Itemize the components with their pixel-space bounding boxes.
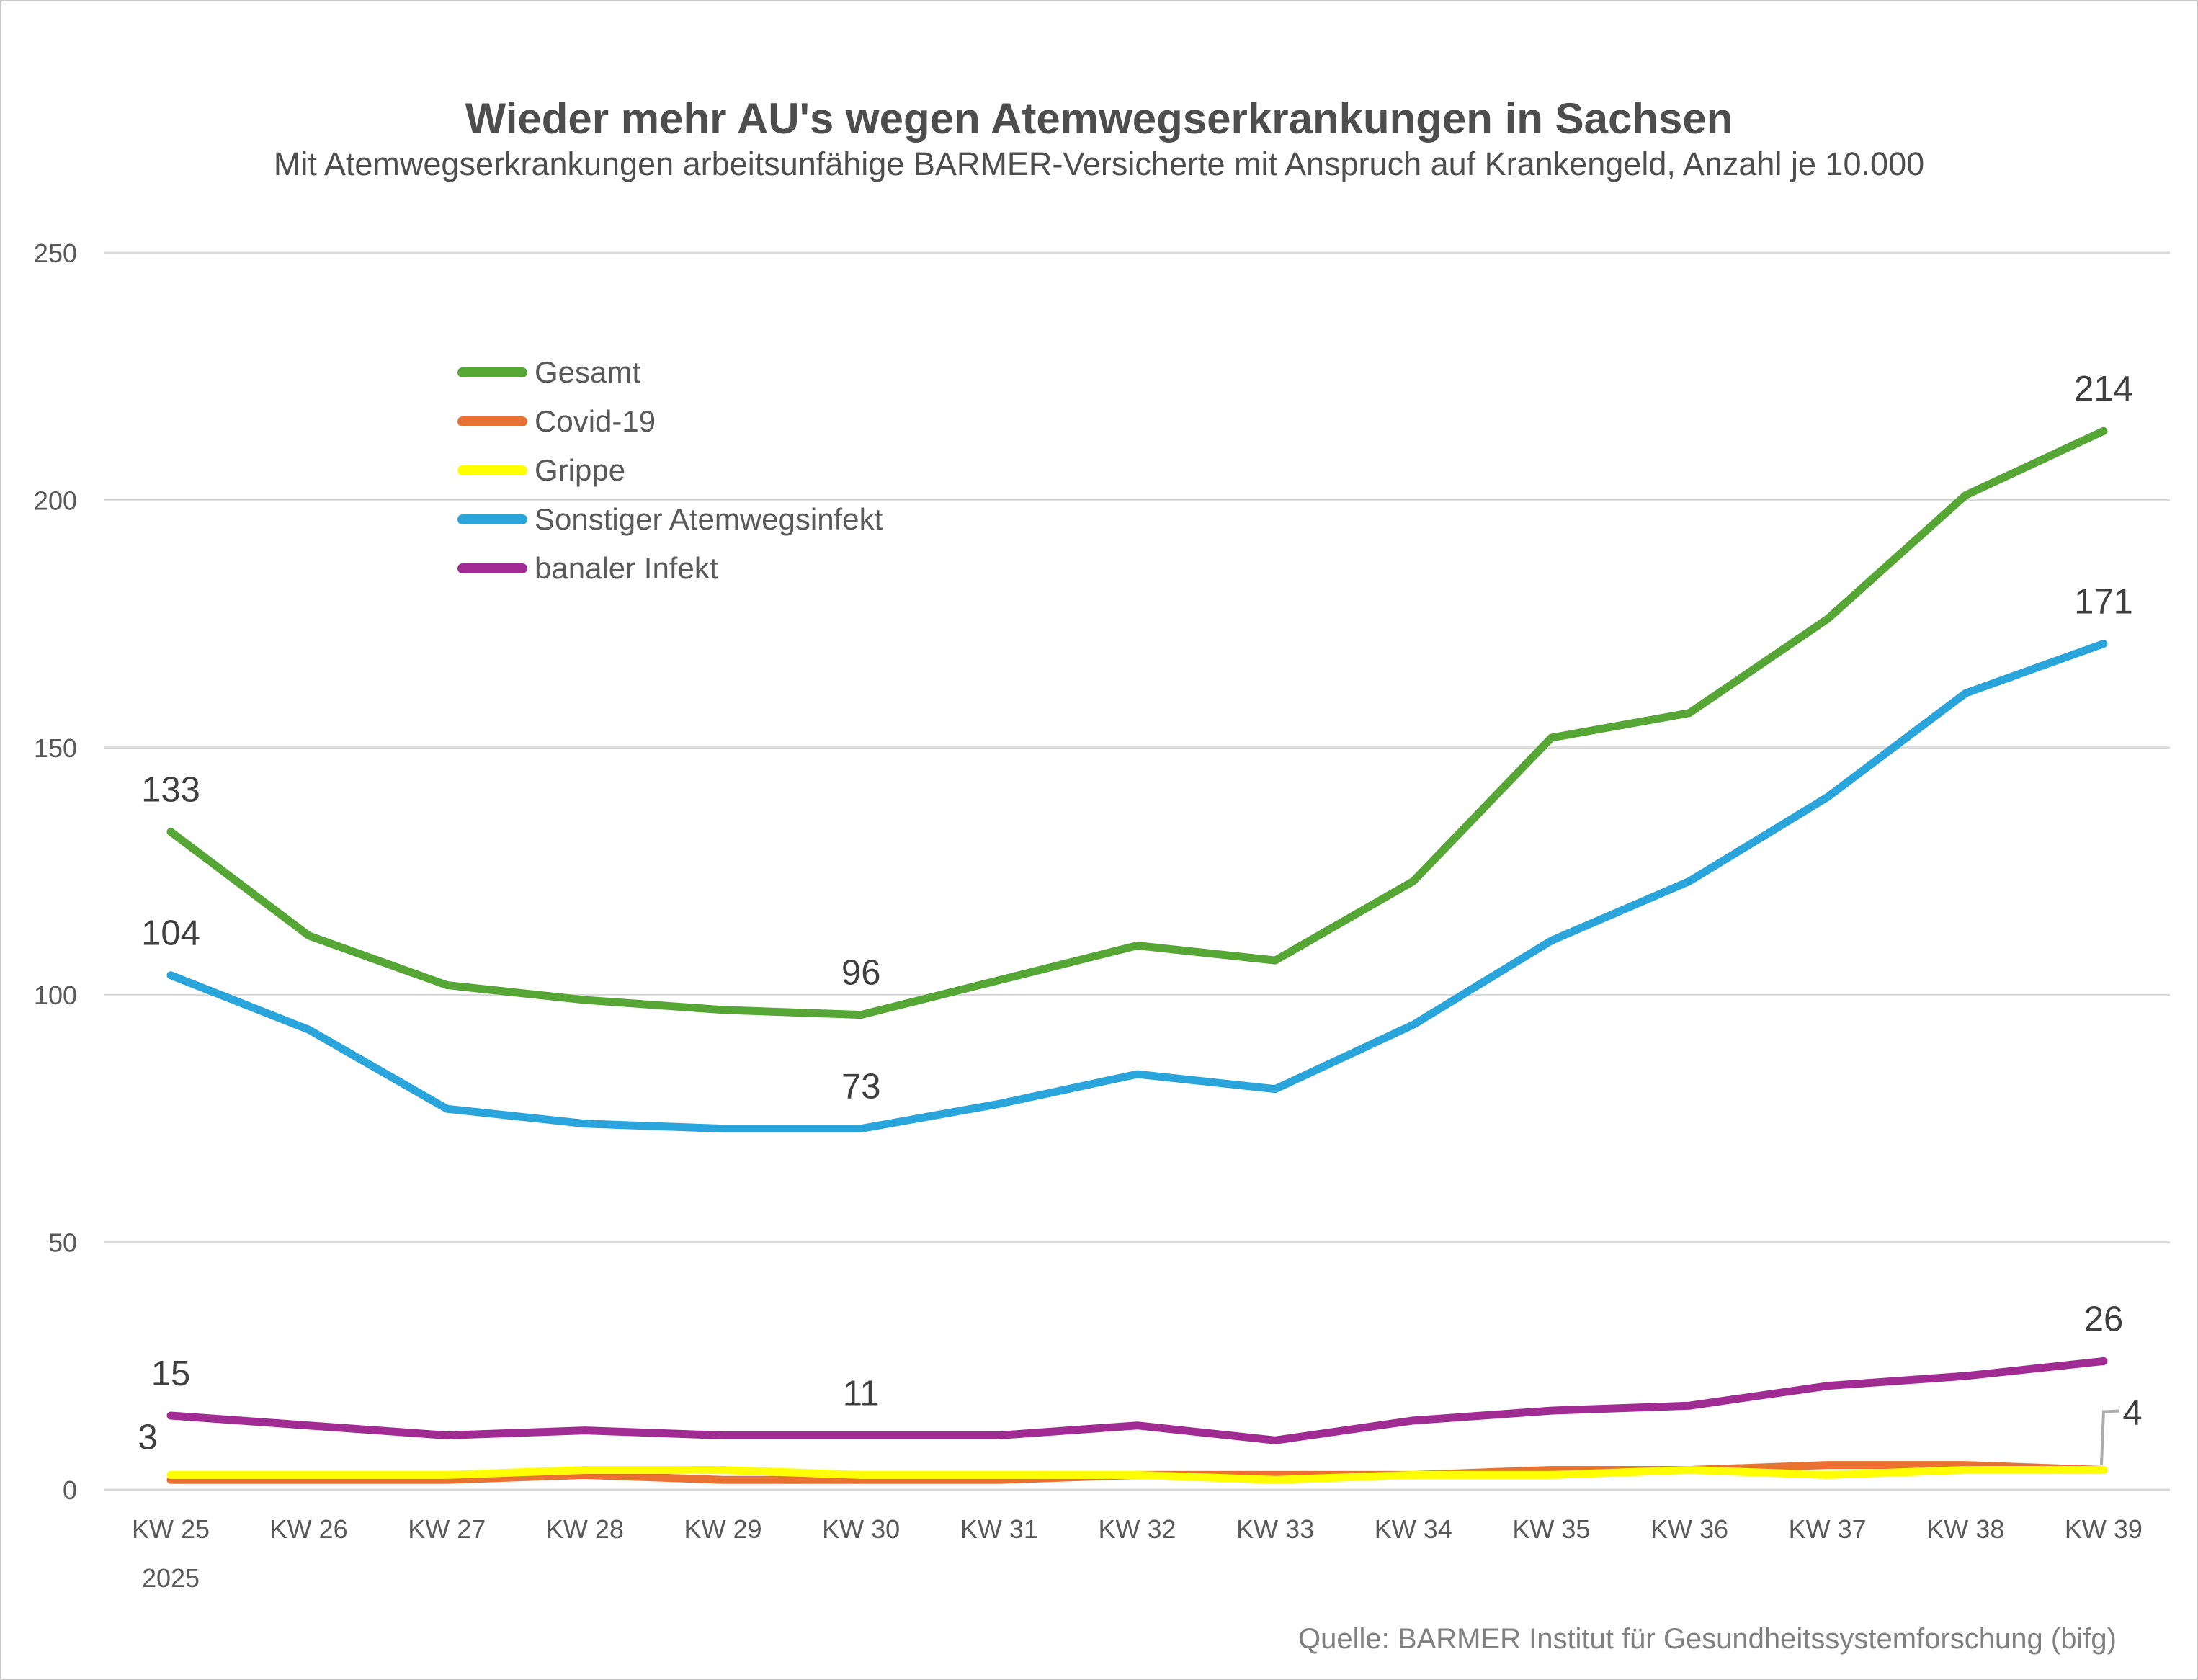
legend-item-grippe: Grippe xyxy=(457,446,883,495)
data-label-gesamt: 214 xyxy=(2074,370,2133,408)
x-axis-label: KW 29 xyxy=(684,1514,762,1544)
y-tick-label: 200 xyxy=(34,486,77,515)
data-label-gesamt: 96 xyxy=(841,954,881,993)
x-axis-label: KW 37 xyxy=(1789,1514,1867,1544)
series-line-grippe xyxy=(166,1466,2108,1484)
x-axis-label: KW 34 xyxy=(1375,1514,1452,1544)
legend-swatch-sonstiger-atemwegsinfekt xyxy=(457,514,527,524)
legend-item-banaler-infekt: banaler Infekt xyxy=(457,544,883,593)
data-label-banaler-infekt: 15 xyxy=(151,1354,191,1393)
x-axis-label: KW 38 xyxy=(1926,1514,2004,1544)
x-axis-label: KW 30 xyxy=(822,1514,900,1544)
series-line-gesamt xyxy=(166,426,2108,1019)
x-axis-label: KW 35 xyxy=(1512,1514,1590,1544)
legend-swatch-gesamt xyxy=(457,367,527,377)
x-axis-label: KW 31 xyxy=(960,1514,1038,1544)
x-axis-label: KW 32 xyxy=(1098,1514,1176,1544)
source-attribution: Quelle: BARMER Institut für Gesundheitss… xyxy=(1297,1623,2117,1655)
y-tick-label: 0 xyxy=(63,1475,77,1505)
x-axis-label: KW 36 xyxy=(1650,1514,1728,1544)
x-axis-label: KW 33 xyxy=(1236,1514,1314,1544)
x-axis-label: KW 25 xyxy=(132,1514,210,1544)
data-label-sonstiger-atemwegsinfekt: 73 xyxy=(841,1068,881,1107)
data-label-sonstiger-atemwegsinfekt: 171 xyxy=(2074,583,2133,622)
chart-title: Wieder mehr AU's wegen Atemwegserkrankun… xyxy=(465,94,1733,143)
legend-item-sonstiger-atemwegsinfekt: Sonstiger Atemwegsinfekt xyxy=(457,495,883,544)
data-label-sonstiger-atemwegsinfekt: 104 xyxy=(141,914,200,953)
chart-legend: Gesamt Covid-19 Grippe Sonstiger Atemwegsin… xyxy=(457,348,883,593)
legend-label-sonstiger-atemwegsinfekt: Sonstiger Atemwegsinfekt xyxy=(535,502,883,536)
legend-label-banaler-infekt: banaler Infekt xyxy=(535,551,718,585)
x-axis-sublabel: 2025 xyxy=(142,1563,200,1593)
x-axis-label: KW 39 xyxy=(2065,1514,2143,1544)
legend-label-covid-19: Covid-19 xyxy=(535,404,656,438)
data-label-banaler-infekt: 11 xyxy=(843,1374,880,1413)
series-line-sonstiger-atemwegsinfekt xyxy=(166,640,2108,1133)
chart-subtitle: Mit Atemwegserkrankungen arbeitsunfähige… xyxy=(273,146,1925,182)
callout-leader-line-grippe xyxy=(2099,1409,2120,1465)
y-tick-label: 100 xyxy=(34,980,77,1010)
data-label-grippe: 4 xyxy=(2122,1394,2142,1433)
x-axis-label: KW 27 xyxy=(408,1514,486,1544)
data-label-grippe: 3 xyxy=(138,1418,157,1457)
y-tick-label: 150 xyxy=(34,733,77,763)
legend-swatch-covid-19 xyxy=(457,416,527,426)
legend-label-gesamt: Gesamt xyxy=(535,355,641,389)
y-tick-label: 250 xyxy=(34,238,77,268)
legend-item-gesamt: Gesamt xyxy=(457,348,883,397)
y-tick-label: 50 xyxy=(48,1228,77,1258)
series-line-banaler-infekt xyxy=(166,1357,2108,1444)
data-label-gesamt: 133 xyxy=(141,771,200,810)
legend-label-grippe: Grippe xyxy=(535,453,626,487)
legend-swatch-banaler-infekt xyxy=(457,563,527,573)
x-axis-label: KW 28 xyxy=(546,1514,624,1544)
x-axis-label: KW 26 xyxy=(270,1514,348,1544)
legend-swatch-grippe xyxy=(457,465,527,475)
data-label-banaler-infekt: 26 xyxy=(2084,1300,2124,1339)
legend-item-covid-19: Covid-19 xyxy=(457,397,883,446)
